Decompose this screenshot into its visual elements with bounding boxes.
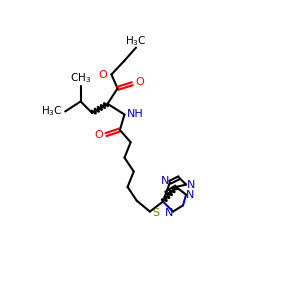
Text: CH$_3$: CH$_3$ [70,71,91,85]
Text: N: N [186,190,194,200]
Text: N: N [161,176,169,186]
Text: O: O [94,130,103,140]
Text: H$_3$C: H$_3$C [125,34,147,47]
Text: O: O [135,77,144,87]
Text: N: N [165,208,173,218]
Text: O: O [99,70,108,80]
Text: H$_3$C: H$_3$C [41,105,63,118]
Text: N: N [187,180,195,190]
Text: S: S [152,208,159,218]
Text: NH: NH [127,109,144,119]
